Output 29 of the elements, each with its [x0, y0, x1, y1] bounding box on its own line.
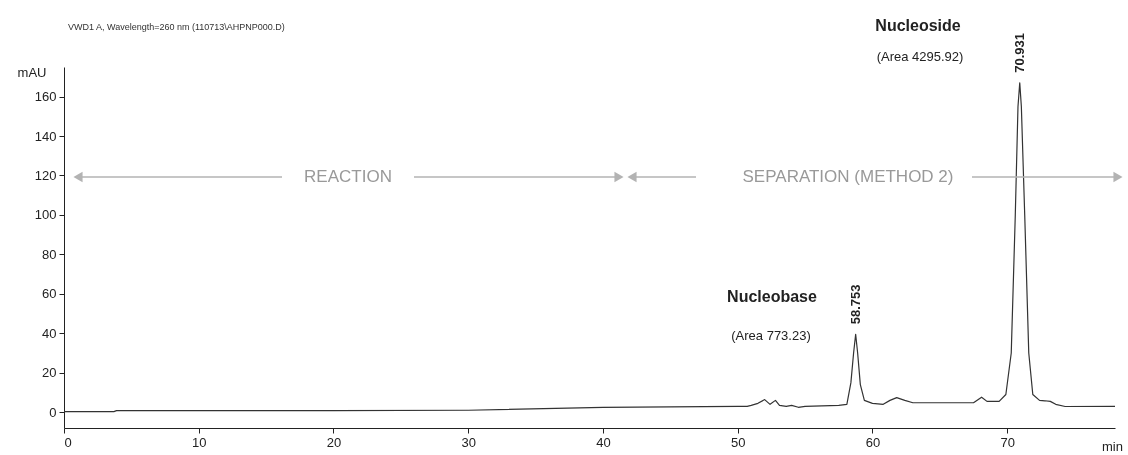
x-tick-label: 60 [865, 434, 881, 450]
y-tick-label: 0 [49, 404, 57, 420]
y-tick-label: 80 [42, 246, 57, 262]
x-tick-label: 30 [461, 434, 476, 450]
annotation: Nucleobase [727, 288, 818, 305]
line-series [64, 82, 1115, 413]
annotation: SEPARATION (METHOD 2) [742, 167, 954, 186]
text: Nucleoside [875, 17, 961, 34]
x-tick-label: 50 [730, 434, 746, 450]
x-tick-label: 0 [64, 434, 72, 450]
y-axis-title: mAU [17, 64, 47, 80]
y-tick-label: 20 [42, 365, 57, 381]
x-tick-label: 40 [596, 434, 611, 450]
y-tick-label: 60 [42, 286, 57, 302]
y-tick-label: 100 [34, 207, 57, 223]
y-tick-label: 120 [34, 168, 57, 183]
chart-title: VWD1 A, Wavelength=260 nm (110713\AHPNP000.D) [68, 22, 285, 32]
x-axis-title: min [1102, 438, 1123, 454]
y-tick-label: 140 [34, 128, 57, 144]
x-tick-label: 70 [1000, 434, 1015, 450]
x-tick-label: 20 [326, 434, 342, 450]
annotation: (Area 773.23) [731, 328, 811, 343]
y-tick-label: 160 [34, 89, 57, 105]
y-tick-label: 40 [42, 325, 57, 341]
x-tick-label: 10 [192, 434, 207, 450]
annotation: REACTION [304, 167, 392, 186]
annotation: 70.931 [1011, 33, 1027, 73]
text: (Area 4295.92) [876, 49, 964, 64]
annotation: 58.753 [847, 284, 863, 325]
